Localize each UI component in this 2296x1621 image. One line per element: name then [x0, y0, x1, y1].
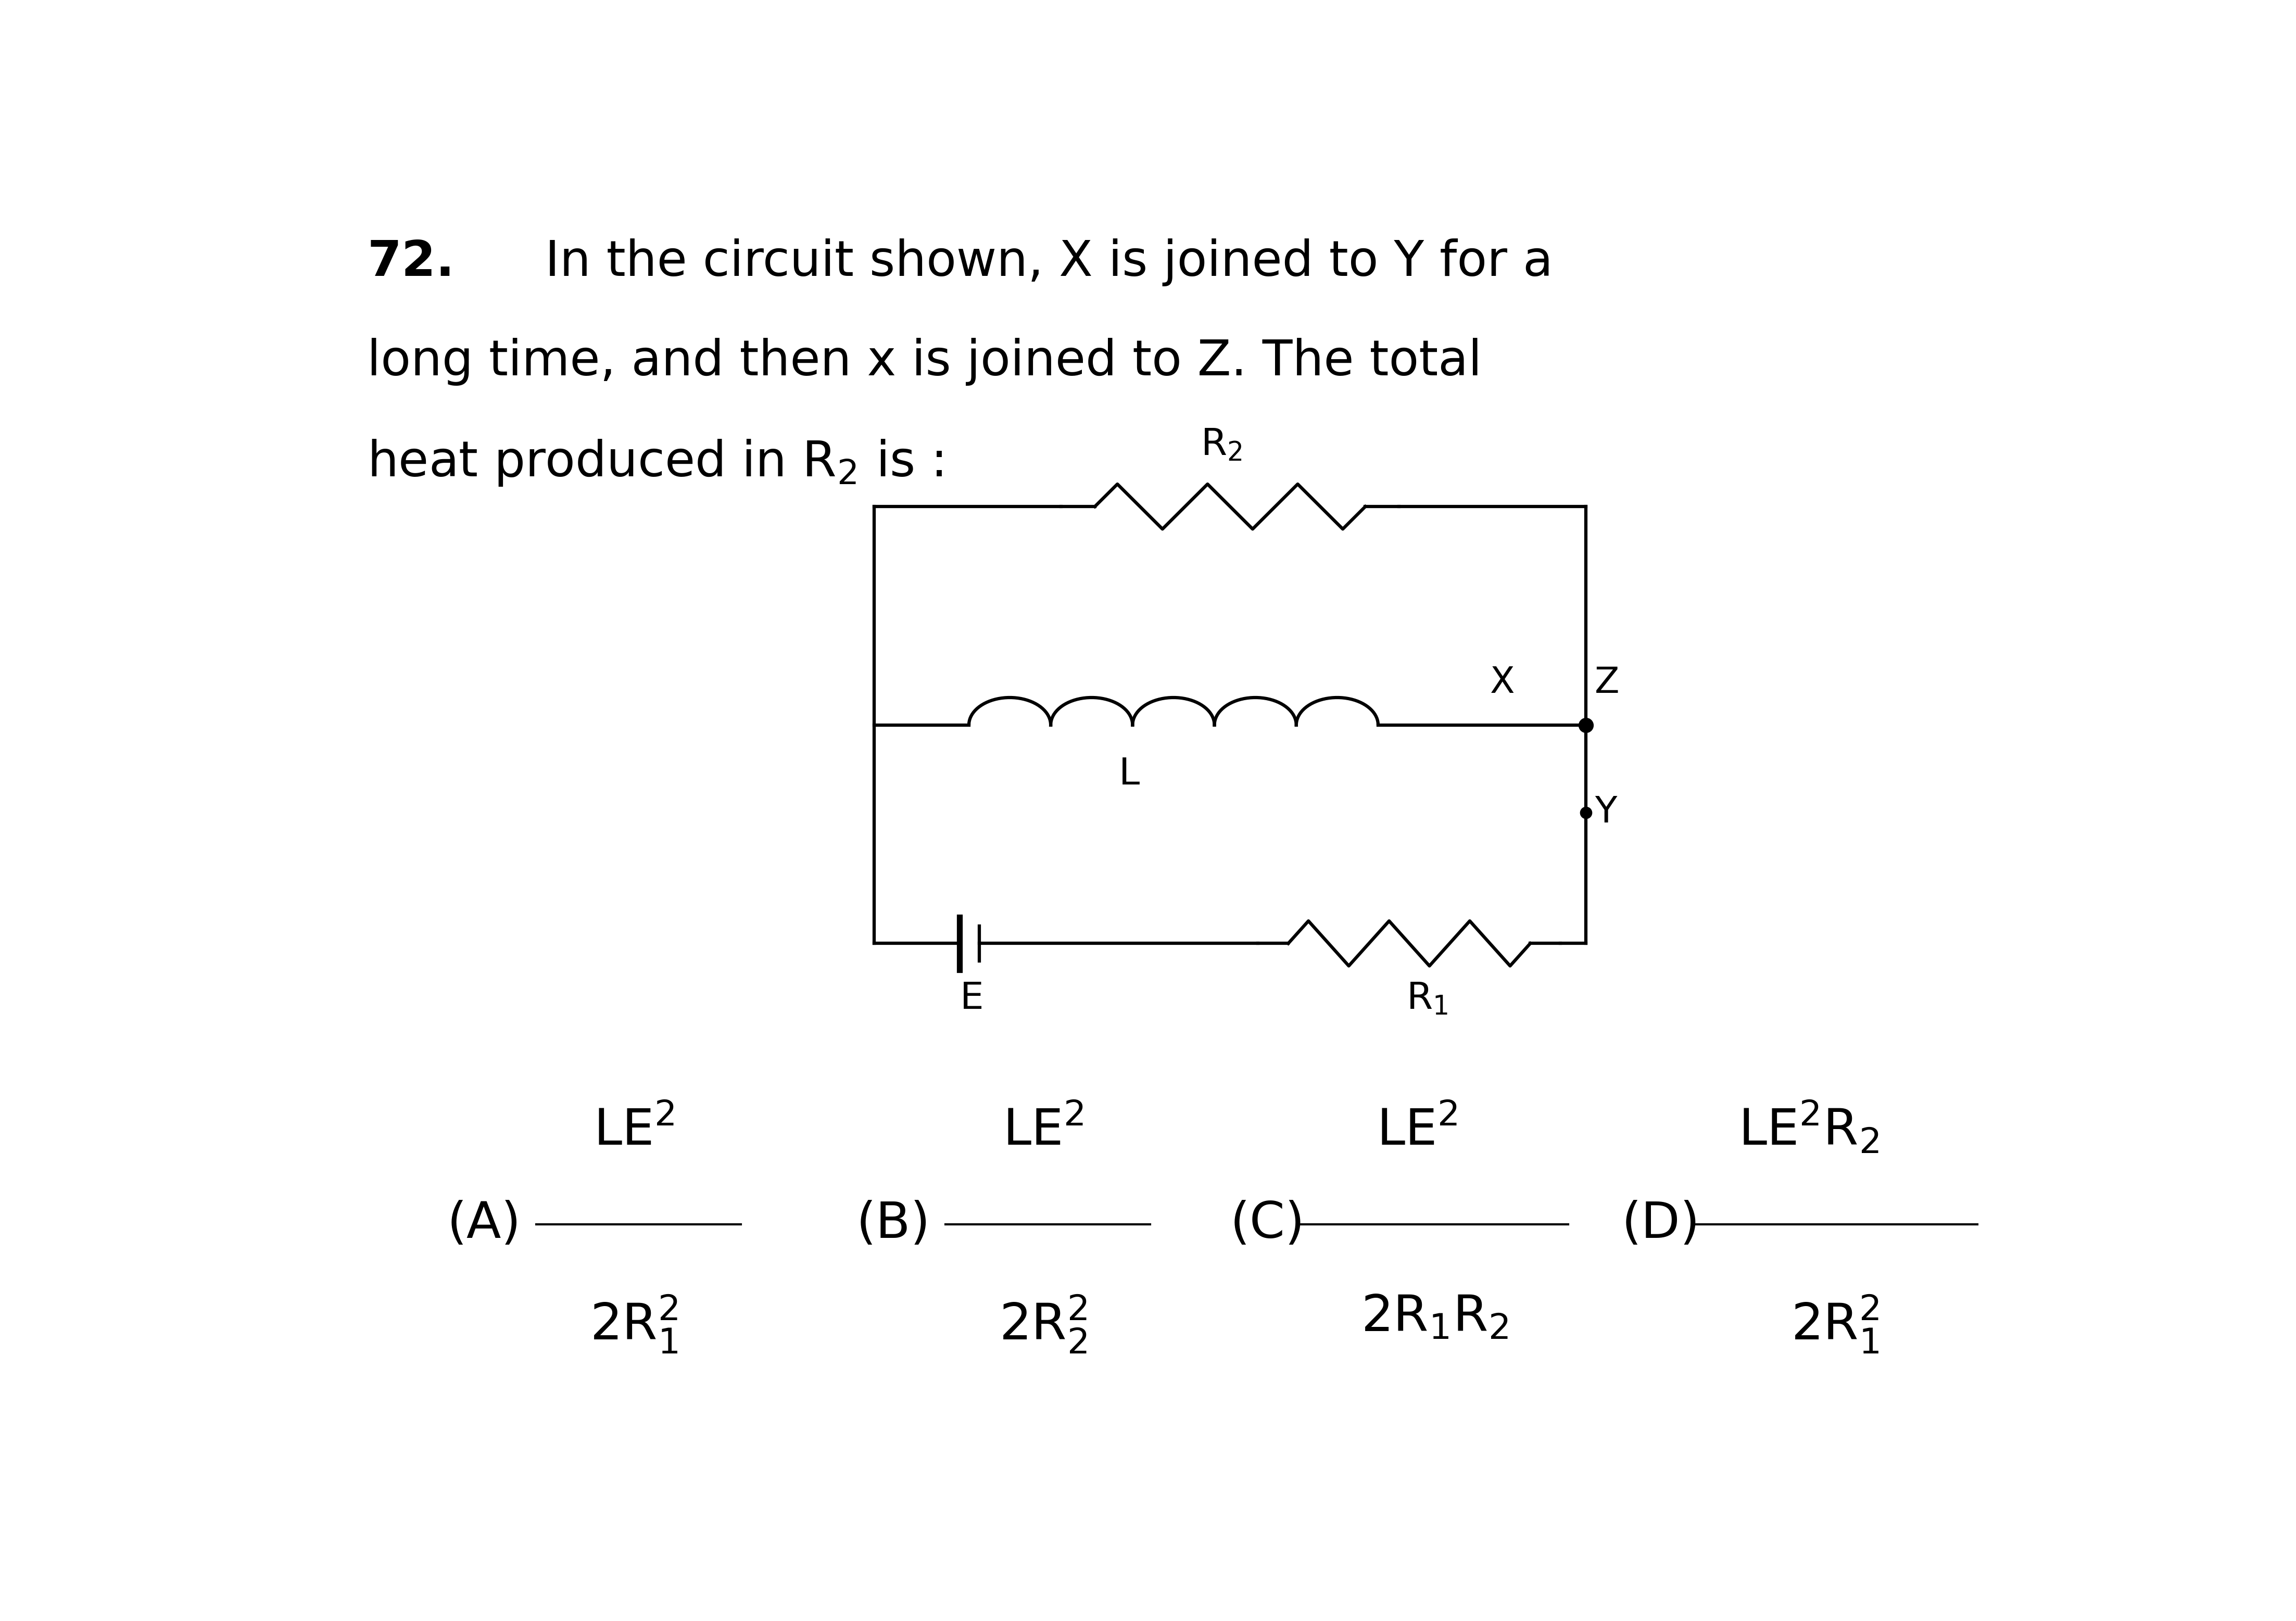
Text: 2R$_1^2$: 2R$_1^2$ [590, 1294, 677, 1354]
Text: R$_2$: R$_2$ [1201, 426, 1242, 464]
Text: In the circuit shown, X is joined to Y for a: In the circuit shown, X is joined to Y f… [544, 238, 1552, 285]
Text: LE$^2$: LE$^2$ [595, 1107, 675, 1156]
Text: L: L [1118, 755, 1139, 793]
Text: $\mathbf{72.}$: $\mathbf{72.}$ [367, 238, 450, 285]
Text: LE$^2$: LE$^2$ [1378, 1107, 1458, 1156]
Text: 2R$_1$R$_2$: 2R$_1$R$_2$ [1362, 1294, 1508, 1341]
Text: LE$^2$R$_2$: LE$^2$R$_2$ [1738, 1099, 1878, 1156]
Text: (A): (A) [448, 1200, 521, 1248]
Text: LE$^2$: LE$^2$ [1003, 1107, 1084, 1156]
Text: X: X [1490, 665, 1515, 700]
Text: (B): (B) [856, 1200, 930, 1248]
Text: Y: Y [1596, 794, 1616, 830]
Text: R$_1$: R$_1$ [1405, 981, 1449, 1016]
Text: (D): (D) [1621, 1200, 1699, 1248]
Text: heat produced in R$_2$ is :: heat produced in R$_2$ is : [367, 438, 944, 488]
Text: long time, and then x is joined to Z. The total: long time, and then x is joined to Z. Th… [367, 339, 1481, 386]
Text: (C): (C) [1231, 1200, 1304, 1248]
Text: 2R$_1^2$: 2R$_1^2$ [1791, 1294, 1878, 1354]
Text: E: E [960, 981, 985, 1016]
Text: 2R$_2^2$: 2R$_2^2$ [999, 1294, 1088, 1354]
Text: Z: Z [1596, 665, 1619, 700]
